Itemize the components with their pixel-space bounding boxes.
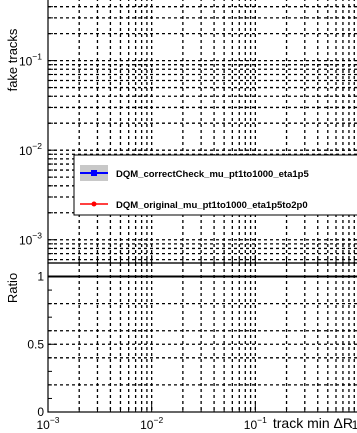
top-panel-frame	[47, 0, 357, 264]
top-y-axis-title: fake tracks	[5, 28, 20, 91]
y-tick-label: 0	[37, 405, 44, 419]
legend-entry-1: DQM_original_mu_pt1to1000_eta1p5to2p0	[80, 200, 308, 211]
legend: DQM_correctCheck_mu_pt1to1000_eta1p5 DQM…	[73, 154, 357, 216]
x-axis-ticks: 10−3 10−2 10−1 1	[36, 255, 357, 432]
x-tick-label: 10−1	[244, 415, 267, 432]
legend-entry-0: DQM_correctCheck_mu_pt1to1000_eta1p5	[80, 165, 309, 181]
x-axis-title: track min ΔR	[273, 415, 353, 431]
y-tick-label: 0.5	[27, 337, 44, 351]
y-tick-label: 10−3	[19, 231, 42, 248]
y-tick-label: 10−1	[19, 52, 42, 69]
ratio-y-axis-title: Ratio	[5, 273, 20, 303]
legend-label-0: DQM_correctCheck_mu_pt1to1000_eta1p5	[116, 169, 309, 180]
x-tick-label: 1	[352, 418, 357, 432]
top-panel-grid	[48, 0, 357, 263]
ratio-panel-grid	[48, 263, 357, 412]
legend-box	[73, 154, 357, 216]
legend-label-1: DQM_original_mu_pt1to1000_eta1p5to2p0	[116, 200, 308, 211]
x-tick-label: 10−2	[140, 415, 163, 432]
y-tick-label: 10−2	[19, 141, 42, 158]
ratio-y-axis-ticks: 00.51	[27, 270, 56, 419]
y-tick-label: 1	[37, 270, 44, 284]
top-y-axis-ticks: 10−3 10−2 10−1	[19, 6, 57, 261]
x-tick-label: 10−3	[36, 415, 59, 432]
legend-marker-circle	[91, 201, 97, 207]
legend-marker-square	[91, 170, 97, 176]
ratio-panel-frame	[47, 262, 357, 413]
